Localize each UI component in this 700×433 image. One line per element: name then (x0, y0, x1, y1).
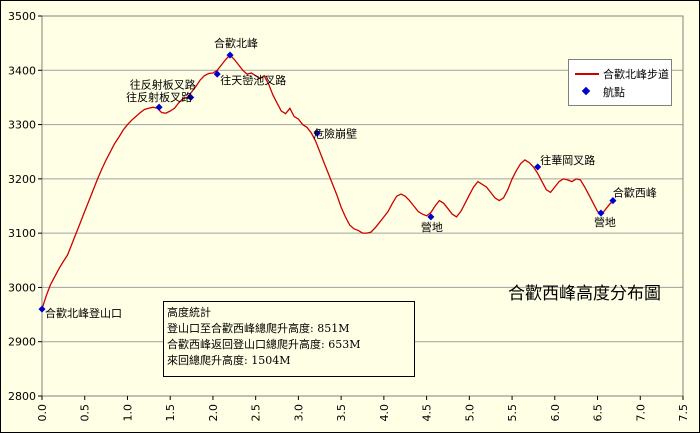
legend-label-trail: 合歡北峰步道 (603, 68, 669, 81)
y-tick-label: 3200 (8, 173, 36, 186)
x-tick-label: 4.0 (378, 404, 391, 422)
y-tick-label: 3100 (8, 227, 36, 240)
trail-elevation-line (41, 54, 615, 310)
x-tick-label: 2.5 (250, 404, 263, 422)
waypoint-marker (534, 163, 542, 171)
waypoint-label: 合歡西峰 (613, 186, 657, 200)
waypoint-label: 往反射板叉路 (130, 77, 196, 91)
legend-item-trail: 合歡北峰步道 (569, 66, 671, 82)
waypoint-marker (155, 103, 163, 111)
y-axis-ticks: 2800 2900 3000 3100 3200 3300 3400 3500 (8, 10, 42, 403)
x-tick-label: 5.5 (506, 404, 519, 422)
elevation-stats-box: 高度統計 登山口至合歡西峰總爬升高度: 851M 合歡西峰返回登山口總爬升高度:… (163, 301, 415, 377)
waypoint-label: 往華岡叉路 (540, 153, 595, 167)
x-tick-label: 2.0 (207, 404, 220, 422)
waypoint-marker (213, 70, 221, 78)
waypoint-label: 合歡北峰登山口 (45, 306, 122, 320)
x-tick-label: 1.0 (121, 404, 134, 422)
x-tick-label: 6.0 (549, 404, 562, 422)
legend-diamond-icon (581, 86, 591, 96)
y-tick-label: 3400 (8, 64, 36, 77)
x-tick-label: 3.0 (292, 404, 305, 422)
waypoint-label: 合歡北峰 (214, 36, 258, 50)
legend-item-waypoint: 航點 (569, 84, 671, 100)
x-tick-label: 0.0 (36, 404, 49, 422)
waypoint-label: 營地 (421, 221, 443, 234)
stats-heading: 高度統計 (167, 306, 211, 319)
x-tick-label: 1.5 (164, 404, 177, 422)
waypoint-marker (313, 129, 321, 137)
x-tick-label: 6.5 (592, 404, 605, 422)
waypoint-labels: 合歡北峰登山口往反射板叉路往天巒池叉路往反射板叉路合歡北峰危險崩壁營地往華岡叉路… (45, 36, 657, 320)
y-tick-label: 3000 (8, 281, 36, 294)
waypoint-marker (597, 209, 605, 217)
x-tick-label: 5.0 (463, 404, 476, 422)
x-tick-label: 7.5 (677, 404, 690, 422)
waypoint-marker (38, 305, 46, 313)
x-tick-label: 3.5 (335, 404, 348, 422)
plot-border (41, 15, 684, 397)
waypoint-label: 往天巒池叉路 (220, 73, 286, 87)
x-axis-ticks: 0.0 0.5 1.0 1.5 2.0 2.5 3.0 3.5 4.0 4.5 5.0 5.5 6.0 6… (36, 396, 690, 422)
waypoint-marker (226, 51, 234, 59)
y-tick-label: 2900 (8, 336, 36, 349)
x-tick-label: 0.5 (79, 404, 92, 422)
x-tick-label: 7.0 (634, 404, 647, 422)
waypoint-label: 營地 (594, 216, 616, 229)
waypoint-label: 往反射板叉路 (126, 90, 192, 104)
waypoint-marker (609, 197, 617, 205)
stats-line-ascent-to-peak: 登山口至合歡西峰總爬升高度: 851M (167, 322, 350, 335)
waypoint-label: 危險崩壁 (313, 126, 357, 140)
y-tick-label: 3500 (8, 10, 36, 23)
waypoint-marker (427, 213, 435, 221)
y-tick-label: 3300 (8, 119, 36, 132)
stats-line-ascent-return: 合歡西峰返回登山口總爬升高度: 653M (167, 338, 361, 351)
legend-line-swatch (575, 73, 599, 75)
stats-line-total-ascent: 來回總爬升高度: 1504M (167, 354, 291, 367)
legend-label-waypoint: 航點 (603, 86, 625, 99)
x-tick-label: 4.5 (421, 404, 434, 422)
waypoint-markers (38, 51, 617, 313)
chart-title: 合歡西峰高度分布圖 (508, 284, 661, 304)
waypoint-marker (187, 93, 195, 101)
y-tick-label: 2800 (8, 390, 36, 403)
legend: 合歡北峰步道 航點 (568, 59, 672, 106)
